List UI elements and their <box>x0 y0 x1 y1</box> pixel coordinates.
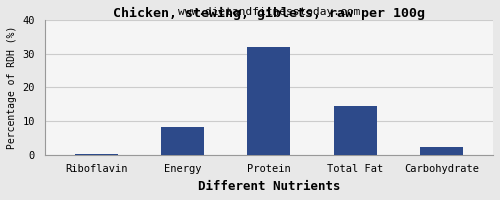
Bar <box>334 106 376 155</box>
Title: Chicken, stewing, giblets, raw per 100g: Chicken, stewing, giblets, raw per 100g <box>113 7 425 20</box>
Bar <box>420 147 463 155</box>
Bar <box>161 127 204 155</box>
Text: www.dietandfitnesstoday.com: www.dietandfitnesstoday.com <box>178 7 360 17</box>
Bar <box>75 154 118 155</box>
X-axis label: Different Nutrients: Different Nutrients <box>198 180 340 193</box>
Y-axis label: Percentage of RDH (%): Percentage of RDH (%) <box>7 26 17 149</box>
Bar <box>248 47 290 155</box>
